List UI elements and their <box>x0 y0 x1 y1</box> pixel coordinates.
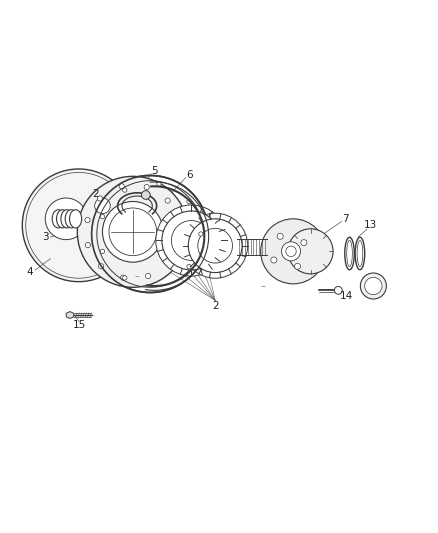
Circle shape <box>171 221 211 261</box>
Circle shape <box>174 245 179 251</box>
Text: 14: 14 <box>339 291 352 301</box>
Text: –: – <box>134 271 139 281</box>
Circle shape <box>364 277 381 295</box>
Circle shape <box>285 246 296 256</box>
Circle shape <box>187 199 191 204</box>
Circle shape <box>162 211 220 270</box>
Circle shape <box>77 176 188 287</box>
Circle shape <box>85 217 90 223</box>
Ellipse shape <box>57 209 68 228</box>
Ellipse shape <box>346 240 352 266</box>
Circle shape <box>260 219 325 284</box>
Circle shape <box>300 240 306 246</box>
Circle shape <box>334 286 341 294</box>
Circle shape <box>156 182 161 186</box>
Circle shape <box>155 205 226 276</box>
Ellipse shape <box>69 209 81 228</box>
Text: 2: 2 <box>92 189 99 199</box>
Circle shape <box>95 198 110 214</box>
Text: 13: 13 <box>363 220 376 230</box>
Circle shape <box>188 219 241 272</box>
Circle shape <box>198 228 232 263</box>
Circle shape <box>100 249 104 254</box>
Circle shape <box>141 191 150 199</box>
Circle shape <box>97 196 102 201</box>
Circle shape <box>98 264 103 269</box>
Text: 3: 3 <box>42 232 49 242</box>
Circle shape <box>26 173 131 278</box>
Text: 5: 5 <box>151 166 157 176</box>
Circle shape <box>22 169 134 281</box>
Text: 6: 6 <box>185 169 192 180</box>
Text: 15: 15 <box>73 320 86 330</box>
Circle shape <box>176 220 181 225</box>
Circle shape <box>122 188 127 192</box>
Circle shape <box>187 264 191 269</box>
Ellipse shape <box>344 237 353 270</box>
Ellipse shape <box>354 237 364 270</box>
Circle shape <box>92 175 208 293</box>
Circle shape <box>281 242 300 261</box>
Ellipse shape <box>61 209 73 228</box>
Circle shape <box>182 213 247 278</box>
Circle shape <box>360 273 385 299</box>
Ellipse shape <box>356 240 362 266</box>
Ellipse shape <box>52 209 64 228</box>
Circle shape <box>145 273 150 279</box>
Circle shape <box>122 276 127 280</box>
Circle shape <box>276 233 283 239</box>
Circle shape <box>109 208 156 256</box>
Circle shape <box>102 201 163 262</box>
Ellipse shape <box>65 209 77 228</box>
Circle shape <box>85 243 90 248</box>
Text: –: – <box>260 281 265 291</box>
Polygon shape <box>66 312 74 319</box>
Text: 2: 2 <box>212 301 218 311</box>
Circle shape <box>120 275 126 280</box>
Circle shape <box>270 257 276 263</box>
Circle shape <box>294 263 300 269</box>
Text: 7: 7 <box>341 214 348 224</box>
Circle shape <box>119 184 124 189</box>
Circle shape <box>100 214 104 219</box>
Circle shape <box>144 184 149 190</box>
Circle shape <box>165 198 170 203</box>
Circle shape <box>287 229 332 274</box>
Circle shape <box>198 232 202 236</box>
Circle shape <box>45 198 87 240</box>
Text: 4: 4 <box>26 266 33 277</box>
